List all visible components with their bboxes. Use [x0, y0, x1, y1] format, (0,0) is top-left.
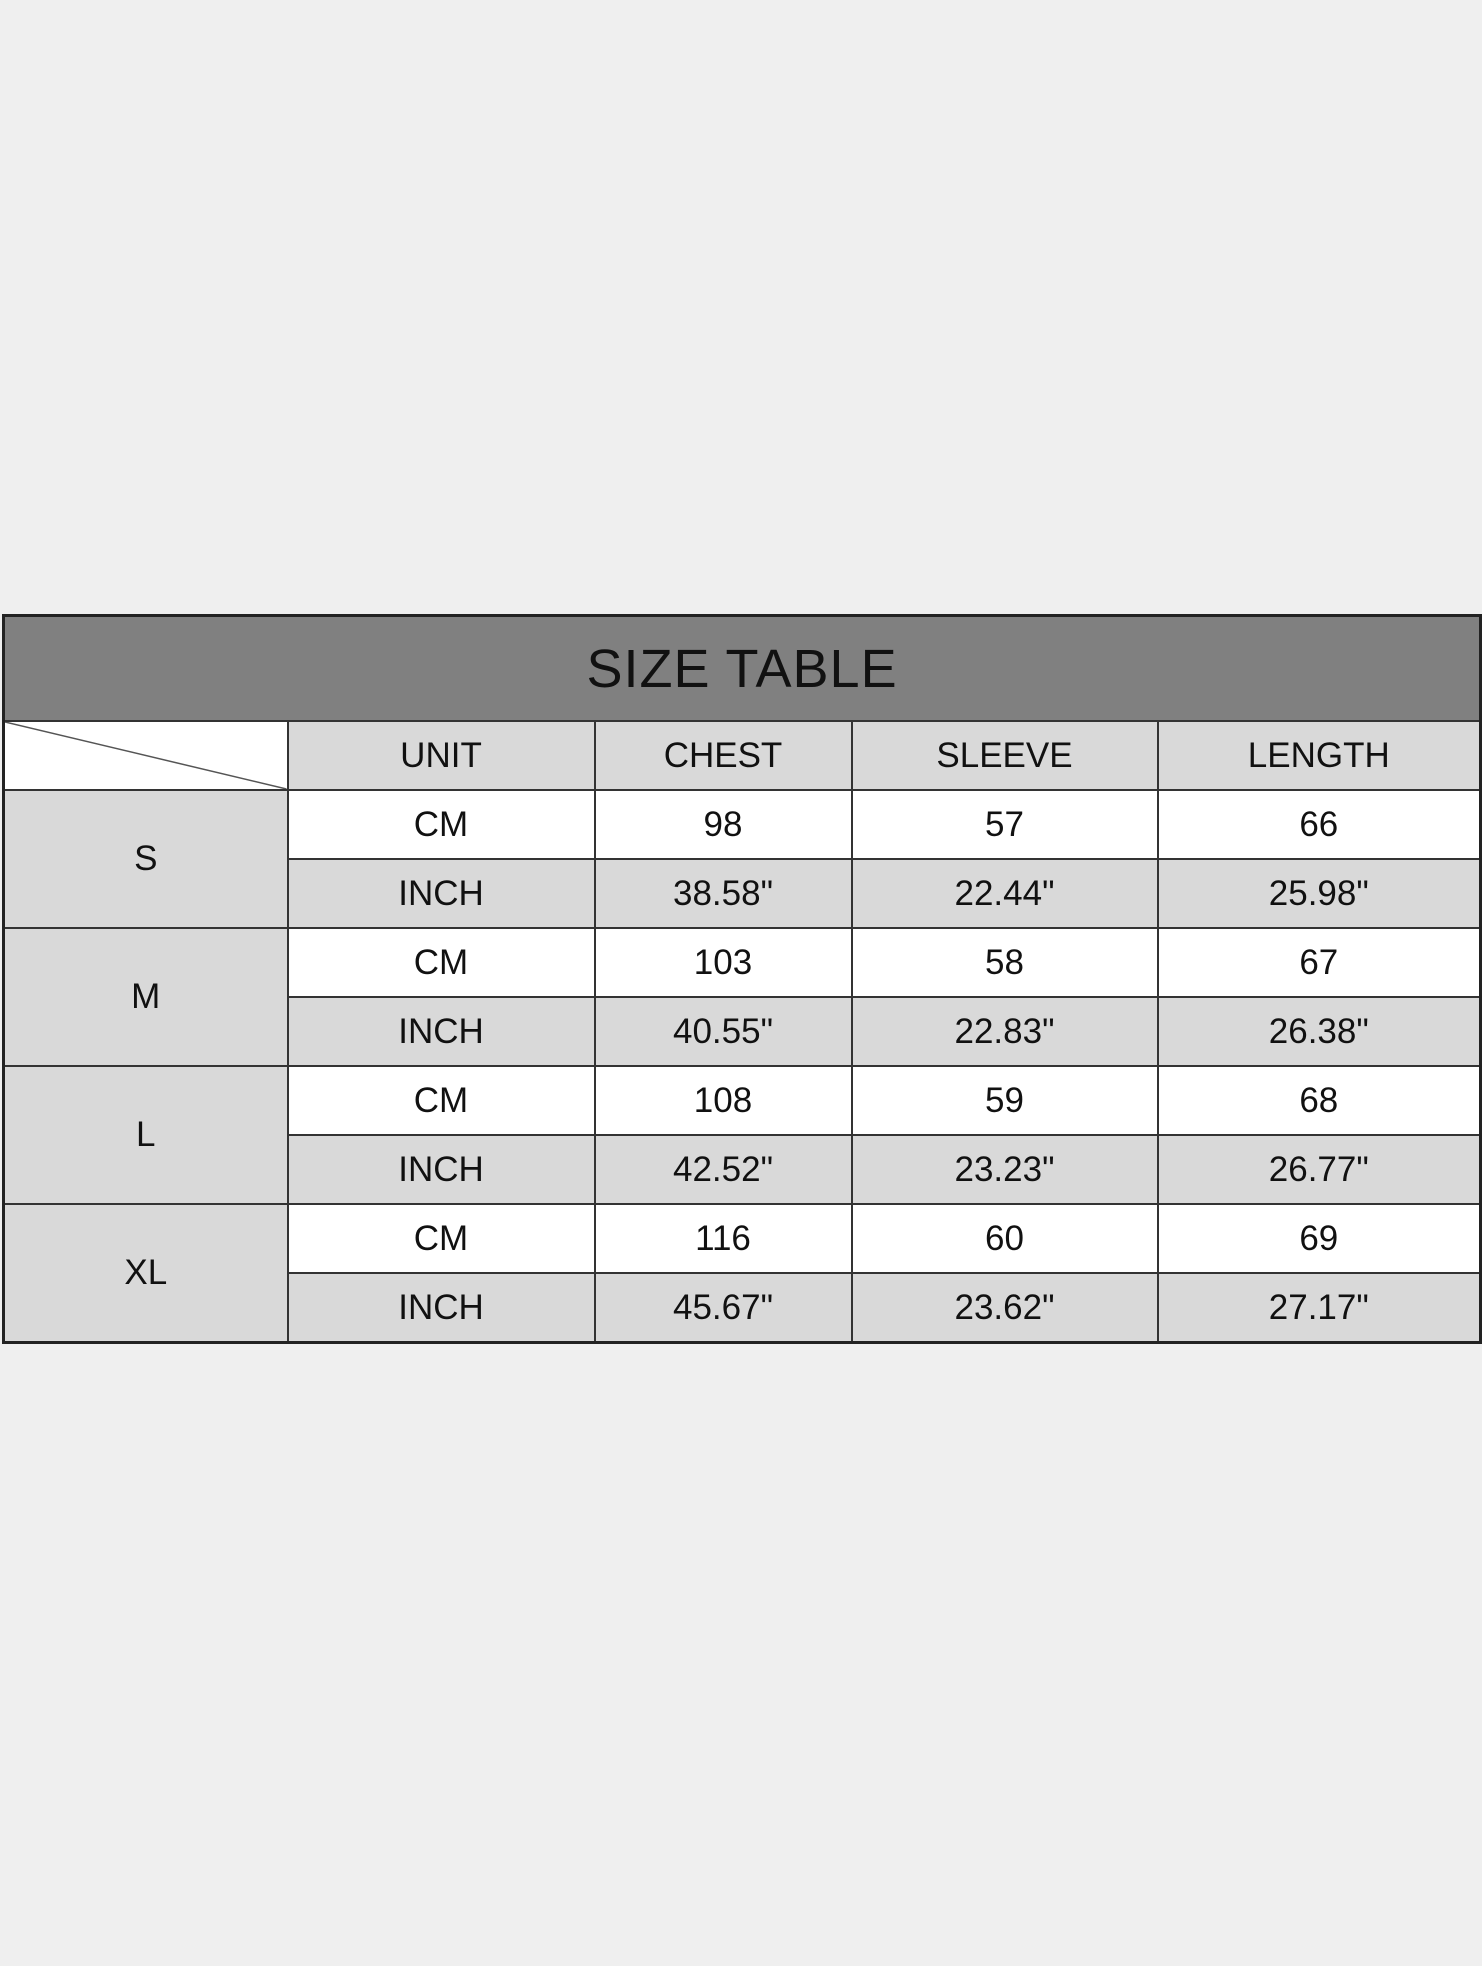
diagonal-corner-cell [2, 720, 289, 791]
table-row: INCH 40.55" 22.83" 26.38" [4, 996, 1482, 1067]
table-title: SIZE TABLE [2, 614, 1482, 722]
chest-cell: 116 [593, 1203, 853, 1274]
table-row: INCH 42.52" 23.23" 26.77" [4, 1134, 1482, 1205]
sleeve-cell: 22.44" [850, 858, 1159, 929]
sleeve-cell: 23.62" [850, 1272, 1159, 1344]
header-sleeve: SLEEVE [850, 720, 1159, 791]
chest-cell: 103 [593, 927, 853, 998]
table-row: XL CM 116 60 69 [2, 1203, 1482, 1344]
length-cell: 69 [1156, 1203, 1482, 1274]
sleeve-cell: 57 [850, 789, 1159, 860]
table-row: INCH 38.58" 22.44" 25.98" [4, 858, 1482, 929]
unit-cell: INCH [286, 1272, 596, 1344]
unit-cell: INCH [286, 996, 596, 1067]
table-row: S CM 98 57 66 [2, 789, 1482, 929]
unit-cell: INCH [286, 858, 596, 929]
chest-cell: 40.55" [593, 996, 853, 1067]
header-chest: CHEST [593, 720, 853, 791]
header-length: LENGTH [1156, 720, 1482, 791]
sleeve-cell: 60 [850, 1203, 1159, 1274]
length-cell: 66 [1156, 789, 1482, 860]
sleeve-cell: 59 [850, 1065, 1159, 1136]
length-cell: 27.17" [1156, 1272, 1482, 1344]
unit-cell: CM [286, 1065, 596, 1136]
size-label: L [2, 1065, 289, 1205]
size-label: M [2, 927, 289, 1067]
size-label: XL [2, 1203, 289, 1344]
chest-cell: 38.58" [593, 858, 853, 929]
length-cell: 25.98" [1156, 858, 1482, 929]
sleeve-cell: 22.83" [850, 996, 1159, 1067]
size-label: S [2, 789, 289, 929]
chest-cell: 98 [593, 789, 853, 860]
title-row: SIZE TABLE [2, 614, 1482, 722]
unit-cell: CM [286, 1203, 596, 1274]
chest-cell: 45.67" [593, 1272, 853, 1344]
unit-cell: INCH [286, 1134, 596, 1205]
chest-cell: 42.52" [593, 1134, 853, 1205]
sleeve-cell: 23.23" [850, 1134, 1159, 1205]
length-cell: 67 [1156, 927, 1482, 998]
header-unit: UNIT [286, 720, 596, 791]
header-row: UNIT CHEST SLEEVE LENGTH [2, 720, 1482, 791]
sleeve-cell: 58 [850, 927, 1159, 998]
length-cell: 68 [1156, 1065, 1482, 1136]
unit-cell: CM [286, 927, 596, 998]
chest-cell: 108 [593, 1065, 853, 1136]
size-table: SIZE TABLE UNIT CHEST SLEEVE LENGTH S CM 9… [2, 614, 1482, 1344]
table-row: M CM 103 58 67 [2, 927, 1482, 1067]
unit-cell: CM [286, 789, 596, 860]
table-row: INCH 45.67" 23.62" 27.17" [4, 1272, 1482, 1344]
table-row: L CM 108 59 68 [2, 1065, 1482, 1205]
length-cell: 26.38" [1156, 996, 1482, 1067]
length-cell: 26.77" [1156, 1134, 1482, 1205]
